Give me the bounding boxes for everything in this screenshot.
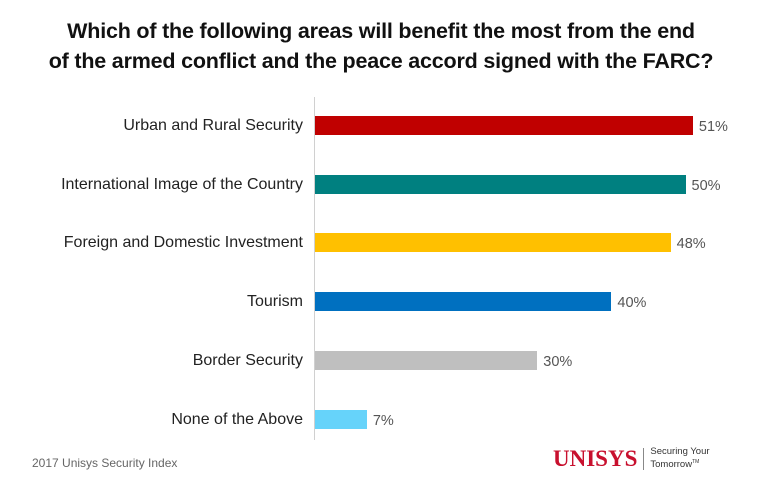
category-label: Tourism [246,293,303,311]
logo-divider [643,448,645,470]
chart-title: Which of the following areas will benefi… [0,16,762,76]
category-axis-line [314,97,315,440]
bar-row: Urban and Rural Security 51% [0,116,762,136]
category-label: Border Security [192,351,303,369]
category-label: Foreign and Domestic Investment [63,234,303,252]
bar-row: Tourism 40% [0,292,762,312]
bar-row: Border Security 30% [0,350,762,371]
category-label: Urban and Rural Security [123,117,303,134]
chart-title-line-2: of the armed conflict and the peace acco… [48,49,714,73]
trademark-mark: TM [692,459,700,466]
tagline-line-2: Tomorrow [650,459,693,471]
bar [315,174,686,194]
value-label: 40% [617,295,647,312]
value-label: 51% [698,119,728,135]
bar [315,409,367,429]
bar-row: None of the Above 7% [0,409,762,430]
category-label: International Image of the Country [61,175,303,193]
unisys-logo: UNISYS Securing Your TomorrowTM [553,445,710,473]
value-label: 50% [691,177,721,194]
category-label: None of the Above [171,410,303,428]
source-note: 2017 Unisys Security Index [32,456,178,470]
value-label: 48% [676,236,706,253]
logo-tagline: Securing Your TomorrowTM [650,447,709,470]
bar-row: Foreign and Domestic Investment 48% [0,233,762,253]
tagline-line-1: Securing Your [650,446,710,458]
chart-title-line-1: Which of the following areas will benefi… [67,19,695,43]
bar-row: International Image of the Country 50% [0,174,762,195]
bar [315,116,693,135]
bar [315,292,612,312]
bar [315,350,538,370]
logo-wordmark: UNISYS [553,446,638,471]
value-label: 30% [543,353,573,370]
bar [315,233,671,253]
value-label: 7% [372,412,394,429]
